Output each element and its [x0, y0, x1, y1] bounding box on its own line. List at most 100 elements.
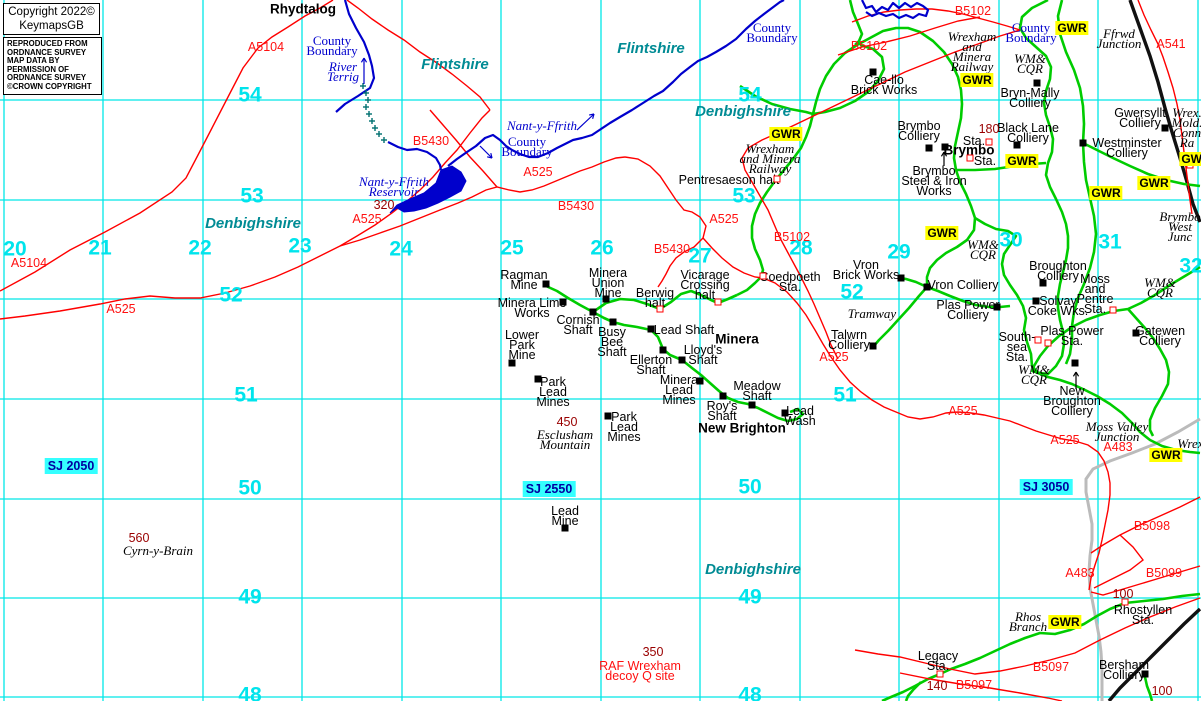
mine-marker	[923, 283, 931, 291]
railway-path	[1030, 265, 1201, 373]
direction-arrow-icon	[1072, 371, 1077, 377]
mine-marker	[1132, 329, 1140, 337]
mine-marker	[925, 144, 933, 152]
mine-marker	[1079, 139, 1087, 147]
gwr-railway-badge: GWR	[1137, 176, 1171, 190]
direction-arrow-icon	[588, 113, 595, 116]
road-path	[1093, 534, 1144, 589]
railway-path	[1127, 308, 1171, 437]
mine-marker	[609, 318, 617, 326]
road-path	[854, 597, 1201, 675]
station-marker	[1034, 336, 1042, 344]
railway-path	[545, 284, 738, 314]
direction-arrow-icon	[490, 153, 493, 159]
gwr-railway-badge: GWR	[1089, 186, 1123, 200]
gwr-railway-badge: GWR	[960, 73, 994, 87]
copyright-box: Copyright 2022© KeymapsGB	[3, 3, 100, 35]
railway-path	[872, 286, 928, 348]
railway-path	[881, 592, 1201, 701]
mine-marker	[602, 295, 610, 303]
mine-marker	[993, 303, 1001, 311]
gwr-railway-badge: GWR	[1149, 448, 1183, 462]
direction-arrow-icon	[1075, 371, 1080, 377]
railway-path	[1143, 676, 1154, 701]
direction-arrow-icon	[576, 113, 595, 131]
grid-ref-badge: SJ 3050	[1019, 479, 1073, 495]
mine-marker	[659, 346, 667, 354]
station-marker	[966, 154, 974, 162]
trunk-road-path	[1084, 417, 1201, 701]
station-marker	[1044, 339, 1052, 347]
mine-marker	[1141, 670, 1149, 678]
river-path	[447, 0, 785, 167]
railway-path	[736, 26, 977, 297]
road-path	[741, 29, 1021, 360]
road-path	[702, 237, 1111, 591]
railway-path	[592, 310, 805, 423]
road-path	[837, 16, 981, 56]
station-marker	[985, 138, 993, 146]
road-path	[1090, 496, 1201, 554]
os-attribution-box: REPRODUCED FROM ORDNANCE SURVEY MAP DATA B…	[3, 37, 102, 95]
direction-arrow-icon	[487, 156, 493, 159]
railway-path	[739, 84, 814, 116]
mine-marker	[678, 356, 686, 364]
mine-marker	[696, 377, 704, 385]
road-path	[1090, 565, 1201, 596]
mine-marker	[542, 280, 550, 288]
mine-marker	[1013, 141, 1021, 149]
railway-path	[848, 0, 864, 46]
mine-marker	[869, 342, 877, 350]
mine-marker	[748, 401, 756, 409]
road-path	[1137, 0, 1193, 215]
grid-ref-badge: SJ 2550	[522, 481, 576, 497]
direction-arrow-icon	[940, 151, 945, 157]
river-path	[861, 0, 930, 20]
direction-arrow-icon	[592, 113, 595, 119]
mine-marker	[1032, 297, 1040, 305]
main-railway-path	[1128, 0, 1201, 223]
station-marker	[656, 305, 664, 313]
road-path	[339, 156, 626, 247]
station-marker	[1109, 306, 1117, 314]
mine-marker	[1039, 279, 1047, 287]
mine-marker	[589, 308, 597, 316]
gwr-railway-badge: GWR	[1005, 154, 1039, 168]
mine-marker	[1071, 359, 1079, 367]
station-marker	[773, 175, 781, 183]
mine-marker	[534, 375, 542, 383]
mine-marker	[869, 68, 877, 76]
road-path	[899, 672, 1063, 701]
road-path	[0, 109, 491, 320]
main-railway-path	[1107, 607, 1201, 701]
gwr-railway-badge: GWR	[925, 226, 959, 240]
mine-marker	[508, 359, 516, 367]
mine-marker	[781, 409, 789, 417]
gwr-railway-badge: GWR	[1179, 152, 1201, 166]
station-marker	[936, 670, 944, 678]
gwr-railway-badge: GWR	[769, 127, 803, 141]
direction-arrow-icon	[479, 145, 493, 159]
mine-marker	[604, 412, 612, 420]
road-path	[0, 0, 334, 292]
direction-arrow-icon	[943, 151, 948, 157]
direction-arrow-icon	[363, 57, 368, 63]
road-path	[851, 8, 1021, 31]
mine-marker	[561, 524, 569, 532]
river-path	[387, 141, 443, 171]
mine-marker	[559, 298, 567, 306]
gwr-railway-badge: GWR	[1055, 21, 1089, 35]
railway-path	[1056, 0, 1098, 365]
station-marker	[714, 298, 722, 306]
reservoir-shape	[389, 165, 467, 214]
railway-path	[812, 43, 886, 116]
direction-arrow-icon	[360, 57, 365, 63]
mine-marker	[941, 143, 949, 151]
road-path	[624, 156, 707, 288]
road-path	[346, 0, 491, 111]
railway-path	[1018, 0, 1070, 376]
mine-marker	[897, 274, 905, 282]
railway-path	[974, 216, 1201, 455]
road-path	[429, 109, 498, 188]
